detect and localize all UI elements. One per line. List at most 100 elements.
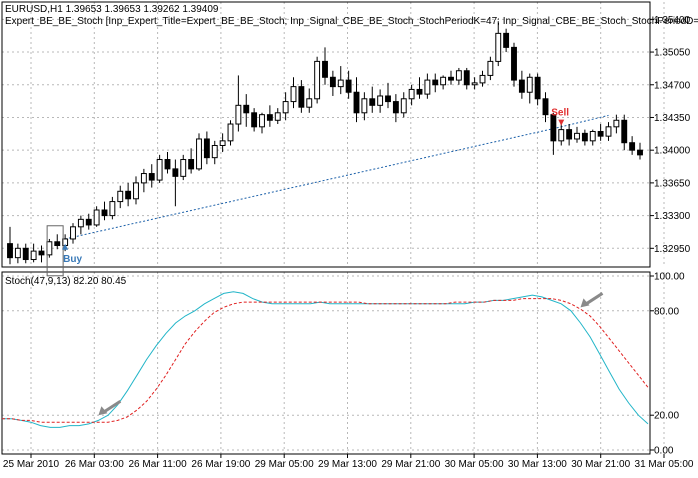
candle-body-bear	[463, 70, 470, 86]
candle	[385, 82, 391, 109]
candle	[400, 92, 407, 118]
candle-body-bear	[322, 60, 328, 78]
candle-body-bull	[235, 104, 242, 125]
time-tick-label: 30 Mar 05:00	[445, 459, 504, 470]
candle	[196, 133, 202, 171]
candle	[361, 92, 368, 121]
candle	[526, 73, 533, 104]
candle-body-bull	[30, 250, 37, 261]
buy-highlight-box	[46, 225, 64, 277]
stoch-tick-label: 80.00	[654, 306, 679, 317]
candle-body-bear	[243, 104, 250, 114]
candle-body-bull	[479, 74, 486, 84]
candle-body-bear	[298, 86, 305, 108]
candle	[574, 126, 580, 143]
candle-body-bull	[589, 130, 596, 142]
stoch-signal-line	[2, 298, 649, 423]
candle-body-bull	[227, 123, 234, 142]
candle-body-bull	[487, 60, 494, 76]
candle	[274, 108, 281, 125]
candle	[22, 243, 29, 264]
candle-body-bear	[597, 130, 604, 137]
candle	[605, 122, 612, 141]
candle	[133, 176, 139, 205]
candle-body-bear	[188, 159, 195, 170]
gray-arrow-shaft	[584, 292, 604, 306]
candle-body-bull	[400, 98, 407, 114]
candle-body-bear	[7, 243, 13, 259]
symbol-info: EURUSD,H1 1.39653 1.39653 1.39262 1.3940…	[5, 4, 219, 15]
time-tick-label: 25 Mar 2010	[3, 459, 60, 470]
price-tick-label: 1.33650	[654, 178, 691, 189]
moving-average-line	[64, 114, 609, 240]
time-tick-label: 26 Mar 11:00	[129, 459, 188, 470]
candle	[85, 213, 92, 230]
candle-body-bull	[93, 209, 100, 226]
candle-body-bear	[85, 218, 92, 226]
time-tick-label: 26 Mar 19:00	[191, 459, 250, 470]
candle-body-bear	[125, 190, 132, 200]
candle-body-bear	[164, 159, 171, 170]
candle-body-bull	[455, 70, 462, 81]
time-tick-label: 30 Mar 21:00	[571, 459, 630, 470]
candle	[164, 152, 171, 174]
candle	[14, 243, 21, 264]
candle-body-bull	[377, 95, 384, 106]
candle	[46, 238, 53, 258]
time-tick-label: 29 Mar 13:00	[318, 459, 377, 470]
stoch-tick-label: 100.00	[654, 272, 685, 283]
candle	[188, 148, 195, 174]
candle-body-bull	[290, 86, 297, 103]
candle-body-bull	[440, 76, 447, 86]
candle-body-bear	[511, 46, 517, 81]
candle	[140, 168, 147, 193]
candle-body-bull	[219, 140, 226, 147]
candle	[558, 124, 565, 146]
candle	[353, 77, 360, 123]
candle	[416, 77, 423, 99]
candle	[455, 67, 462, 85]
price-tick-label: 1.34350	[654, 113, 691, 124]
gray-arrow-head	[98, 406, 108, 416]
candle	[463, 67, 470, 90]
candle-body-bear	[385, 95, 391, 103]
candle-body-bull	[77, 218, 84, 228]
price-tick-label: 1.35050	[654, 48, 691, 59]
candle-body-bear	[329, 76, 336, 88]
candle	[408, 84, 415, 106]
candle-body-bull	[471, 82, 478, 86]
expert-info: Expert_BE_BE_Stoch [Inp_Expert_Title=Exp…	[5, 16, 698, 27]
candle	[259, 112, 265, 134]
price-tick-label: 1.34000	[654, 146, 691, 157]
candle	[314, 56, 321, 104]
candle	[637, 142, 643, 160]
candle	[7, 226, 13, 265]
candle-body-bull	[196, 138, 202, 170]
price-tick-label: 1.34700	[654, 80, 691, 91]
trade-signals: Buy Sell	[46, 108, 569, 277]
candle-body-bull	[361, 98, 368, 114]
candle-body-bull	[424, 79, 431, 95]
stoch-tick-label: 0.00	[654, 446, 674, 457]
candle-body-bear	[22, 247, 29, 261]
price-tick-label: 1.33300	[654, 211, 691, 222]
gray-arrow-icon	[98, 399, 122, 416]
candle	[345, 70, 352, 99]
main-panel-border	[1, 1, 651, 268]
candle-body-bear	[251, 112, 258, 128]
time-tick-label: 26 Mar 03:00	[65, 459, 124, 470]
indicator-label: Stoch(47,9,13) 82.20 80.45	[5, 276, 127, 287]
candle	[369, 86, 376, 113]
candle-body-bull	[282, 101, 289, 114]
candle	[566, 124, 573, 146]
stochastic-lines	[2, 291, 649, 428]
candle	[479, 70, 486, 87]
candle-body-bear	[38, 250, 45, 256]
candle-body-bear	[392, 101, 399, 114]
candle	[117, 185, 124, 209]
candle	[203, 131, 210, 165]
price-tick-label: 1.35400	[654, 15, 691, 26]
candle	[518, 70, 525, 99]
